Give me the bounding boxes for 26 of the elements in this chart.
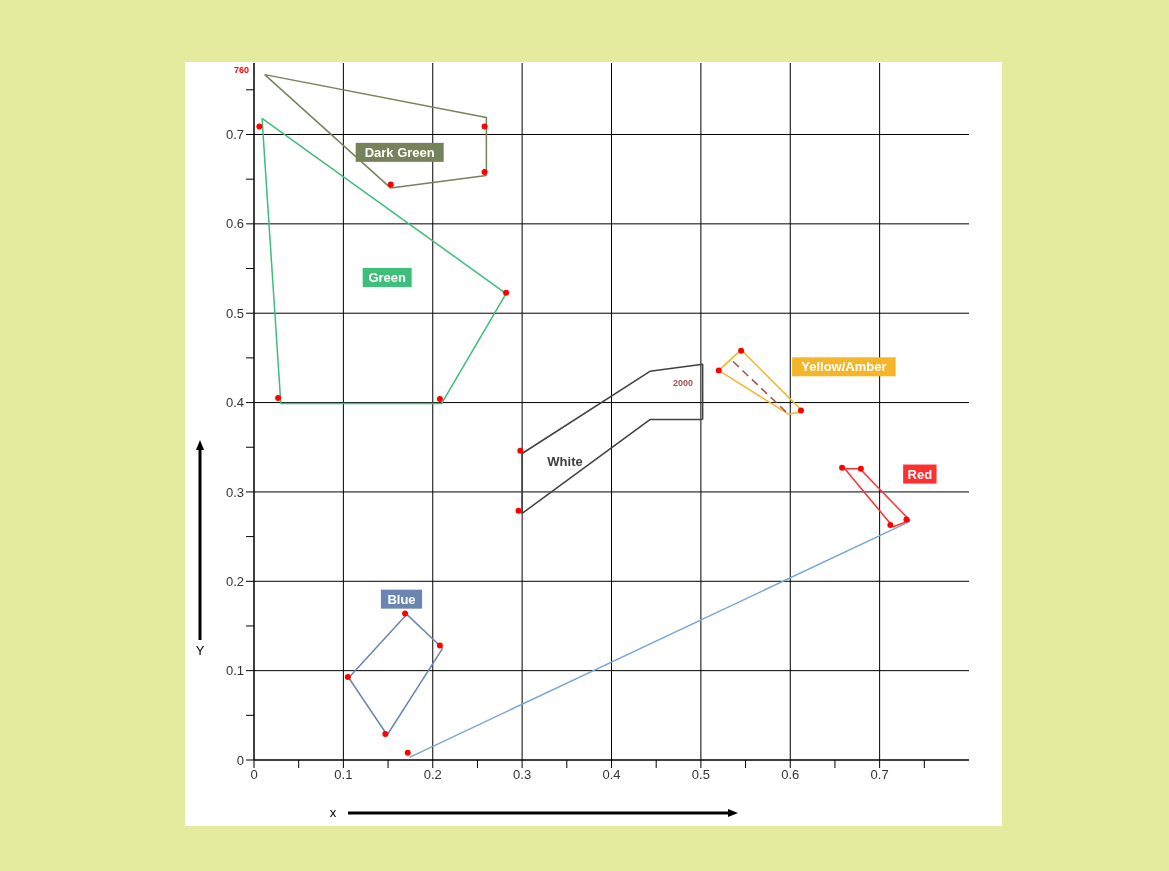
annotation: Dark Green bbox=[364, 144, 435, 160]
annotation: Red bbox=[907, 466, 933, 482]
x-tick-label: 0.5 bbox=[691, 767, 710, 783]
x-tick-label: 0.4 bbox=[602, 767, 621, 783]
y-tick-label: 0 bbox=[236, 752, 244, 768]
y-tick-label: 0.4 bbox=[225, 395, 244, 411]
annotation: Green bbox=[368, 270, 407, 286]
x-tick-label: 0.3 bbox=[513, 767, 532, 783]
y-axis-title: Y bbox=[195, 643, 205, 658]
y-tick-label: 0.1 bbox=[225, 663, 244, 679]
y-tick-label: 0.6 bbox=[225, 216, 244, 232]
annotation: Blue bbox=[387, 591, 416, 607]
annotation: 2000 bbox=[672, 378, 694, 389]
x-tick-label: 0 bbox=[250, 767, 258, 783]
y-tick-label: 0.5 bbox=[225, 305, 244, 321]
x-tick-label: 0.6 bbox=[781, 767, 800, 783]
x-tick-label: 0.7 bbox=[870, 767, 889, 783]
y-tick-label: 0.7 bbox=[225, 127, 244, 143]
annotation: White bbox=[547, 454, 583, 470]
x-tick-label: 0.2 bbox=[423, 767, 442, 783]
text: 760 bbox=[233, 65, 249, 76]
x-axis-title: x bbox=[329, 805, 337, 820]
y-tick-label: 0.3 bbox=[225, 484, 244, 500]
annotation: Yellow/Amber bbox=[801, 359, 887, 375]
x-tick-label: 0.1 bbox=[334, 767, 353, 783]
y-tick-label: 0.2 bbox=[225, 573, 244, 589]
